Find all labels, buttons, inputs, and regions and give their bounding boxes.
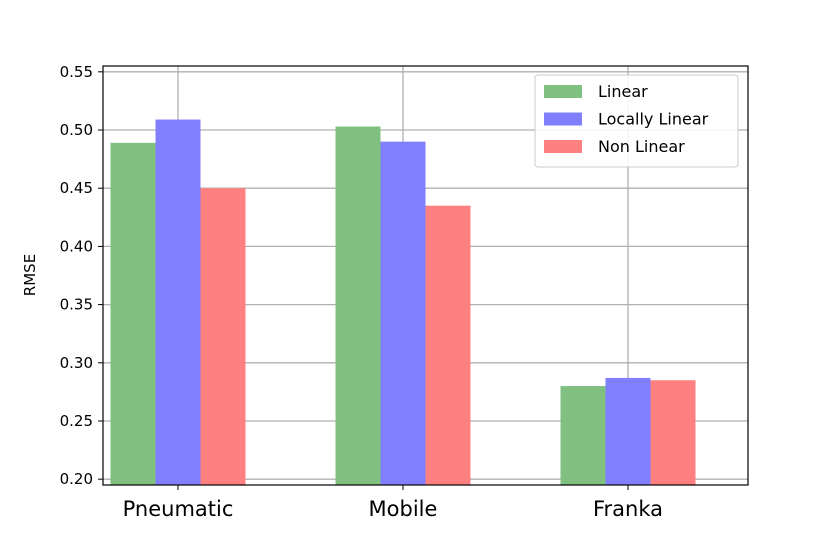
legend: Linear Locally Linear Non Linear: [534, 74, 739, 168]
bar: [560, 386, 606, 485]
bar: [155, 119, 201, 486]
bar: [110, 142, 156, 486]
bar: [425, 205, 471, 485]
x-tick-labels: Pneumatic Mobile Franka: [123, 497, 663, 521]
x-tick-label: Pneumatic: [123, 497, 234, 521]
y-tick-label: 0.45: [60, 179, 93, 197]
legend-box: [534, 74, 739, 168]
y-tick-label: 0.35: [60, 296, 93, 314]
y-tick-label: 0.25: [60, 412, 93, 430]
bar: [650, 380, 696, 485]
legend-label: Non Linear: [598, 137, 685, 156]
bar: [380, 141, 426, 485]
x-tick-label: Mobile: [369, 497, 438, 521]
bar: [335, 126, 381, 486]
y-tick-label: 0.50: [60, 121, 93, 139]
y-tick-label: 0.20: [60, 470, 93, 488]
legend-swatch: [544, 112, 582, 126]
x-tick-label: Franka: [593, 497, 663, 521]
y-ticks: 0.20 0.25 0.30 0.35 0.40 0.45 0.50 0.55: [60, 63, 629, 490]
y-tick-label: 0.30: [60, 354, 93, 372]
legend-label: Locally Linear: [598, 110, 709, 129]
legend-swatch: [544, 85, 582, 98]
y-axis-label: RMSE: [21, 254, 39, 296]
bar: [605, 377, 651, 485]
bar: [200, 188, 246, 486]
bars: [110, 119, 696, 486]
y-tick-label: 0.40: [60, 237, 93, 255]
y-tick-label: 0.55: [60, 63, 93, 81]
legend-label: Linear: [598, 82, 648, 101]
legend-swatch: [544, 140, 582, 153]
plot-frame: [102, 65, 749, 486]
